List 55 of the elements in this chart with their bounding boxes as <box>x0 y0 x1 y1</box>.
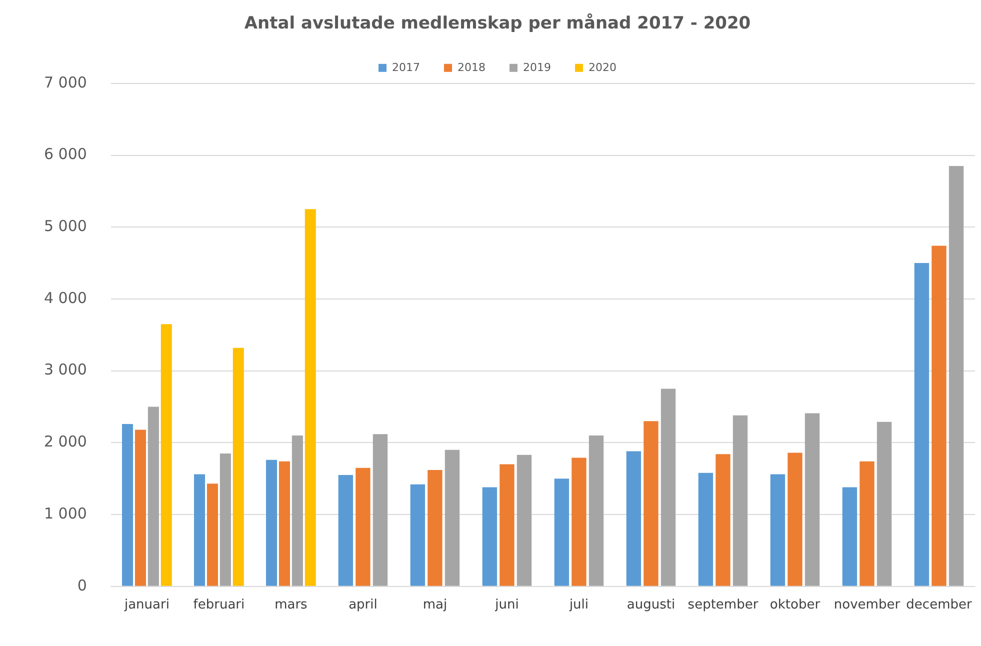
bar <box>338 475 354 586</box>
x-tick-label: januari <box>123 598 170 613</box>
bar <box>516 454 532 586</box>
x-tick-label: februari <box>193 598 245 613</box>
x-tick-label: april <box>348 598 378 613</box>
y-tick-label: 3 000 <box>44 360 87 379</box>
bar <box>482 487 498 586</box>
y-tick-label: 7 000 <box>44 73 87 92</box>
bar <box>232 348 244 586</box>
y-tick-label: 5 000 <box>44 217 87 236</box>
bar <box>660 388 676 586</box>
bar <box>554 478 570 586</box>
bar <box>698 472 714 586</box>
legend-label: 2018 <box>458 60 486 74</box>
x-tick-label: juni <box>494 598 519 613</box>
bar <box>356 468 370 586</box>
bar <box>914 263 930 586</box>
bar <box>500 464 514 586</box>
x-tick-label: mars <box>274 598 308 613</box>
bar <box>572 458 586 586</box>
bar <box>932 246 946 586</box>
chart-title: Antal avslutade medlemskap per månad 2017 - 2020 <box>244 12 751 34</box>
bar <box>410 484 426 586</box>
bar <box>860 461 874 586</box>
bar <box>842 487 858 586</box>
x-tick-label: juli <box>568 598 589 613</box>
x-tick-label: september <box>688 598 759 613</box>
bar <box>160 324 172 586</box>
bar <box>788 452 802 586</box>
bar <box>732 415 748 586</box>
x-tick-label: augusti <box>626 598 676 613</box>
bar <box>644 421 658 586</box>
bar <box>428 470 442 586</box>
y-tick-label: 0 <box>77 576 87 594</box>
x-tick-label: maj <box>422 598 448 613</box>
bar <box>804 413 820 586</box>
x-tick-label: december <box>906 598 972 613</box>
bar <box>304 209 316 586</box>
bar <box>626 451 642 586</box>
y-tick-label: 4 000 <box>44 288 87 307</box>
x-tick-label: november <box>834 598 901 613</box>
legend-label: 2017 <box>392 60 420 74</box>
legend-label: 2019 <box>523 60 551 74</box>
y-tick-label: 1 000 <box>44 504 87 522</box>
bar <box>444 450 460 586</box>
bar <box>770 474 786 586</box>
legend-label: 2020 <box>588 60 616 74</box>
bar <box>716 454 730 586</box>
bar <box>372 434 388 586</box>
bar <box>588 436 604 586</box>
y-tick-label: 6 000 <box>44 145 87 164</box>
bar <box>948 166 964 586</box>
y-tick-label: 2 000 <box>44 432 87 451</box>
bar <box>876 422 892 586</box>
x-tick-label: oktober <box>770 598 821 613</box>
